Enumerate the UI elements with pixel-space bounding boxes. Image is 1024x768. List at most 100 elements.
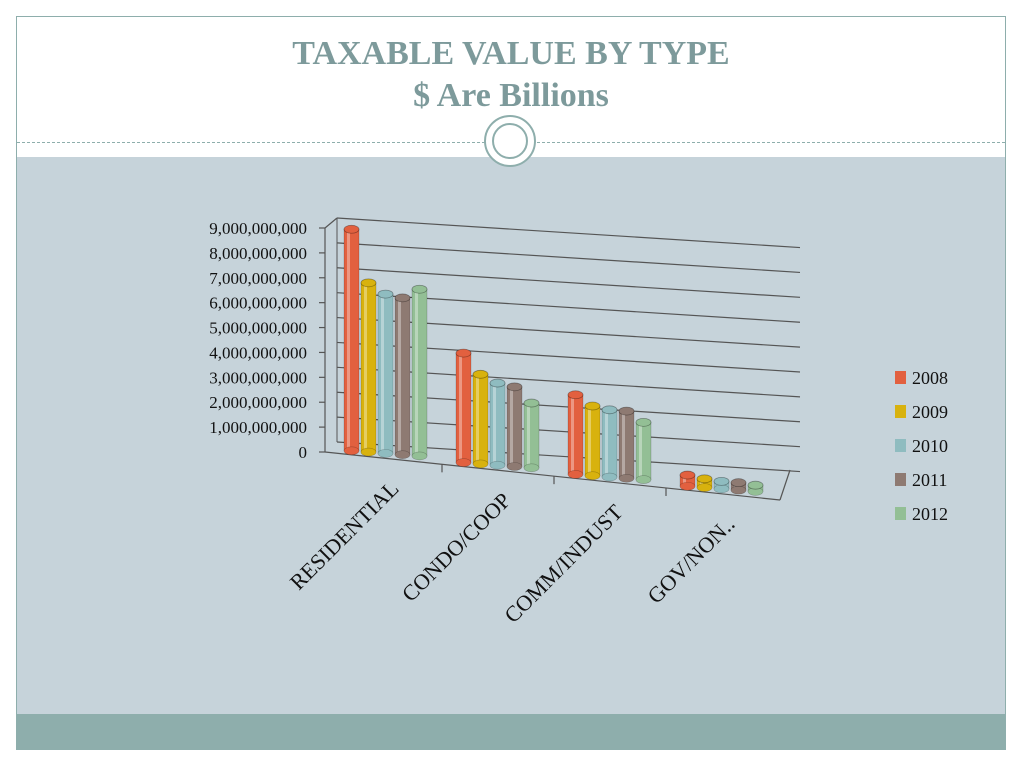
bar-top [455,348,472,358]
bar-base [343,446,360,456]
bar [377,289,394,458]
y-tick-label: 4,000,000,000 [209,343,307,362]
bar-top [730,478,747,488]
bar-highlight [622,411,625,479]
bar [343,224,360,456]
x-axis-line [324,451,781,501]
bar [713,476,730,494]
gridline [336,217,801,249]
bar-base [411,451,428,461]
bar [635,417,652,484]
bar-top [635,417,652,427]
bar-highlight [364,282,367,453]
axis-edge [324,217,338,229]
legend-label: 2012 [912,504,948,524]
bar [472,369,489,469]
floor-edge [779,469,791,501]
bar-top [713,476,730,486]
bar [394,293,411,459]
bar-body [455,352,472,463]
bar-highlight [734,482,737,491]
bar [455,348,472,467]
bar [523,398,540,473]
bar-highlight [510,386,513,467]
slide-frame: TAXABLE VALUE BY TYPE $ Are Billions [16,16,1006,750]
bar-top [411,284,428,294]
bar-base [584,471,601,481]
bar-highlight [459,353,462,463]
legend-label: 2011 [912,470,947,490]
bar-highlight [527,403,530,468]
bar [360,278,377,457]
bar-base [696,483,713,492]
legend-swatch [895,507,906,520]
bar-base [713,484,730,494]
bar-base [472,459,489,469]
bar [506,382,523,471]
legend-label: 2008 [912,368,948,388]
bar-top [489,378,506,388]
bar-base [730,485,747,495]
bar-top [506,382,523,392]
bar-top [747,480,764,490]
bar-highlight [700,478,703,488]
category-label: COMM/INDUST [499,499,628,628]
bar-top [584,401,601,411]
y-tick-label: 0 [299,443,308,462]
slide-subtitle: $ Are Billions [413,77,609,114]
category-label: RESIDENTIAL [285,476,404,595]
bar-top [601,405,618,415]
legend-swatch [895,405,906,418]
bar-highlight [493,383,496,466]
category-label: GOV/NON.. [642,511,739,608]
bars [343,224,764,496]
bar [411,284,428,461]
y-tick-label: 3,000,000,000 [209,368,307,387]
bar-body [411,288,428,457]
bar-body [506,386,523,467]
bar-highlight [381,294,384,454]
bar-base [618,474,635,483]
bar-body [618,410,635,479]
y-tick-label: 7,000,000,000 [209,269,307,288]
gridline [336,242,801,274]
bar [618,406,635,483]
y-tick-label: 6,000,000,000 [209,294,307,313]
bar [747,480,764,496]
bar-highlight [415,289,418,456]
bar-body [635,422,652,480]
footer-band [17,714,1005,749]
bar-highlight [683,475,686,487]
bar [601,405,618,482]
legend-swatch [895,473,906,486]
bar-top [472,369,489,379]
bar-base [489,460,506,470]
bar [584,401,601,481]
bar-body [584,405,601,477]
bar-body [360,282,377,453]
bar-top [567,390,584,400]
legend-label: 2010 [912,436,948,456]
bar-top [394,293,411,303]
bar-highlight [639,422,642,480]
y-tick-label: 2,000,000,000 [209,393,307,412]
bar-top [377,289,394,299]
slide-title: TAXABLE VALUE BY TYPE [292,35,730,72]
bar-body [394,297,411,455]
bar-highlight [571,394,574,475]
bar-body [343,228,360,452]
bar-highlight [588,406,591,476]
bar-top [618,406,635,416]
circle-ornament-icon [484,115,536,167]
category-label: CONDO/COOP [397,488,516,607]
bar-base [377,449,394,458]
bar [567,390,584,479]
bar [730,478,747,495]
y-tick-label: 8,000,000,000 [209,244,307,263]
bar-top [523,398,540,408]
legend-swatch [895,439,906,452]
bar-base [567,470,584,479]
bar-highlight [717,481,720,489]
bar-base [601,472,618,482]
